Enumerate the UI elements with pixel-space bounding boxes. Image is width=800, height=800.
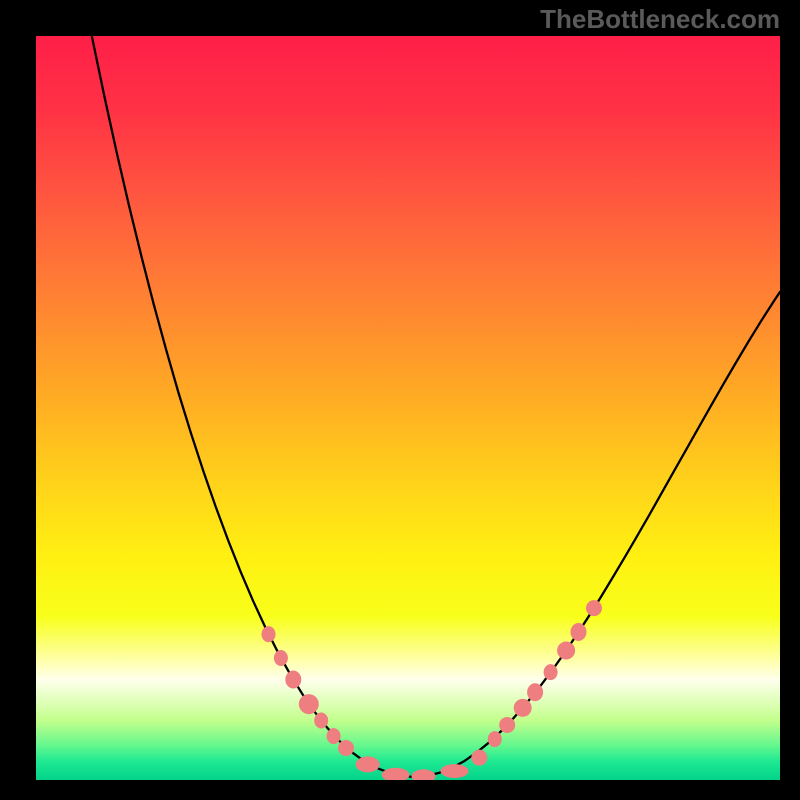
watermark-text: TheBottleneck.com: [540, 4, 780, 35]
curve-marker: [285, 671, 301, 689]
plot-svg: [36, 36, 780, 780]
curve-marker: [544, 664, 558, 680]
curve-marker: [488, 731, 502, 747]
curve-marker: [441, 764, 469, 778]
curve-marker: [262, 626, 276, 642]
curve-marker: [586, 600, 602, 616]
curve-marker: [499, 717, 515, 733]
gradient-background: [36, 36, 780, 780]
curve-marker: [299, 694, 319, 714]
stage: TheBottleneck.com: [0, 0, 800, 800]
curve-marker: [571, 623, 587, 641]
curve-marker: [274, 650, 288, 666]
curve-marker: [557, 642, 575, 660]
plot-area: [36, 36, 780, 780]
curve-marker: [471, 750, 487, 766]
curve-marker: [356, 756, 380, 772]
curve-marker: [327, 728, 341, 744]
curve-marker: [527, 683, 543, 701]
curve-marker: [514, 699, 532, 717]
curve-marker: [314, 712, 328, 728]
curve-marker: [338, 740, 354, 756]
